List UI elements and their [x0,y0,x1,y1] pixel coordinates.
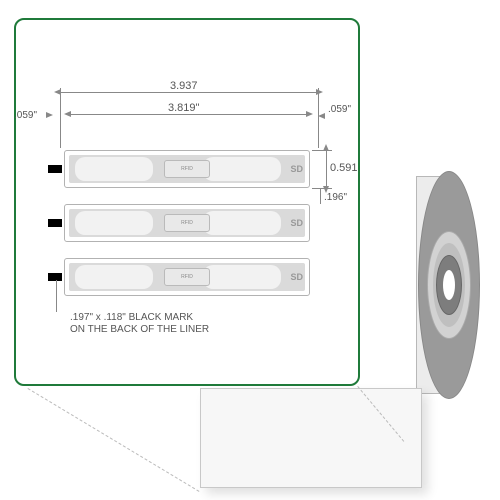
dim-label-width-line [70,114,308,115]
dim-lw-right-arrow [306,111,313,117]
dim-height-vert [326,150,327,188]
rfid-chip: RFID [164,160,210,178]
liner-sheet [200,388,422,488]
dim-ov-ext-l [60,88,61,148]
spec-panel: 3.937 3.819" .059" .059" 0.591 .196" RFI… [14,18,360,386]
rfid-chip: RFID [164,214,210,232]
dim-label-width: 3.819" [168,102,199,114]
note-line1: .197" x .118" BLACK MARK [70,312,209,324]
dim-margin-left: .059" [14,110,37,121]
dim-overall-width-line [60,92,318,93]
dim-ml-arrow [46,112,53,118]
note-line2: ON THE BACK OF THE LINER [70,324,209,336]
roll-core-hole [443,270,455,300]
label-strip: RFID SD [64,204,310,242]
black-mark [48,273,62,281]
black-mark-note: .197" x .118" BLACK MARK ON THE BACK OF … [70,312,209,335]
black-mark [48,219,62,227]
projection-line-left [27,388,199,492]
antenna-right [203,265,281,289]
antenna-right [203,157,281,181]
antenna-right [203,211,281,235]
dim-margin-right: .059" [328,104,351,115]
canvas: 3.937 3.819" .059" .059" 0.591 .196" RFI… [0,0,500,500]
dim-mr-arrow [318,113,325,119]
black-mark [48,165,62,173]
dim-h-up [323,144,329,151]
sd-mark: SD [290,218,303,228]
note-leader [56,280,57,312]
dim-height-ext1 [312,150,332,151]
rfid-chip: RFID [164,268,210,286]
dim-label-height: 0.591 [330,162,358,174]
sd-mark: SD [290,272,303,282]
dim-overall-width: 3.937 [170,80,198,92]
antenna-left [75,211,153,235]
antenna-left [75,265,153,289]
antenna-left [75,157,153,181]
dim-gap-height: .196" [324,192,347,203]
dim-height-ext2 [312,188,332,189]
sd-mark: SD [290,164,303,174]
label-strip: RFID SD [64,258,310,296]
label-strip: RFID SD [64,150,310,188]
dim-gap-vert [320,188,321,204]
dim-lw-left-arrow [64,111,71,117]
